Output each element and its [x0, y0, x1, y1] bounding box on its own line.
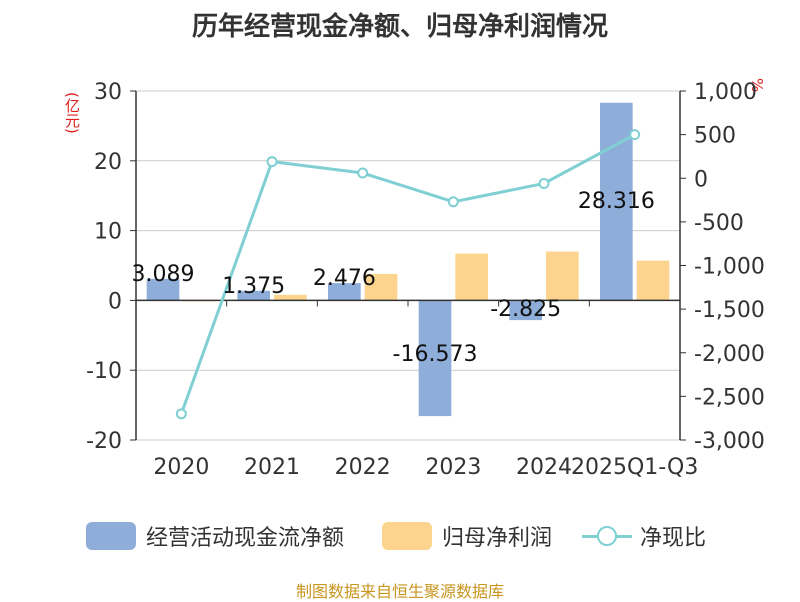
ocf-data-label: 28.316 [578, 189, 655, 214]
legend-label-np: 归母净利润 [442, 526, 553, 551]
legend-swatch-ratio [582, 522, 632, 550]
legend-swatch-ocf [86, 522, 136, 550]
right-tick-label: -1,000 [694, 255, 765, 280]
ocf-data-label: -16.573 [393, 342, 478, 367]
data-source: 制图数据来自恒生聚源数据库 [295, 582, 504, 601]
bar-np [364, 273, 398, 301]
right-tick-label: -1,500 [694, 298, 765, 323]
ocf-data-label: 2.476 [313, 266, 376, 291]
legend-item-np[interactable]: 归母净利润 [382, 516, 552, 556]
ocf-data-label: -2.825 [490, 297, 561, 322]
left-tick-label: 30 [94, 80, 122, 105]
right-tick-label: 0 [694, 167, 708, 192]
bar-np [546, 251, 579, 301]
bar-ocf [600, 102, 633, 301]
right-axis-unit: % [748, 78, 766, 93]
legend-swatch-np [382, 522, 432, 550]
left-axis-unit: (亿元) [63, 92, 81, 134]
x-tick-label: 2023 [425, 455, 481, 480]
ocf-data-label: 1.375 [222, 274, 285, 299]
left-tick-label: -20 [86, 429, 122, 454]
ocf-data-label: 3.089 [132, 262, 195, 287]
legend-item-ocf[interactable]: 经营活动现金流净额 [86, 516, 344, 556]
ratio-point [538, 177, 550, 189]
right-tick-label: 1,000 [694, 80, 757, 105]
bar-ocf [328, 283, 361, 301]
legend-item-ratio[interactable]: 净现比 [582, 516, 706, 556]
left-tick-label: -10 [86, 359, 122, 384]
bar-ocf [509, 300, 542, 321]
combo-chart: 30 20 10 0 -10 -20 1,000 500 0 -500 -1,000 -1,500 -2… [86, 80, 765, 480]
ratio-point [175, 408, 187, 420]
chart-title: 历年经营现金净额、归母净利润情况 [191, 12, 608, 42]
legend: 经营活动现金流净额 归母净利润 净现比 [0, 516, 800, 556]
right-tick-label: -2,500 [694, 385, 765, 410]
right-tick-label: -500 [694, 211, 744, 236]
ratio-line [179, 133, 636, 415]
x-tick-label: 2021 [244, 455, 300, 480]
left-tick-label: 20 [94, 150, 122, 175]
x-tick-label: 2024 [516, 455, 572, 480]
right-tick-label: -3,000 [694, 429, 765, 454]
ratio-point [357, 167, 369, 179]
legend-label-ocf: 经营活动现金流净额 [146, 526, 345, 551]
ratio-point [629, 129, 641, 141]
x-tick-label: 2022 [335, 455, 391, 480]
left-tick-label: 10 [94, 220, 122, 245]
x-tick-label: 2020 [153, 455, 209, 480]
legend-label-ratio: 净现比 [640, 526, 707, 551]
bar-np [636, 260, 670, 301]
right-tick-label: 500 [694, 124, 736, 149]
bar-np [274, 294, 307, 301]
x-tick-label: 2025Q1-Q3 [571, 455, 698, 480]
bar-ocf [418, 300, 452, 417]
bar-ocf [146, 278, 180, 301]
left-tick-label: 0 [108, 289, 122, 314]
ratio-point [447, 196, 459, 208]
bar-ocf [237, 290, 270, 301]
ratio-point [266, 156, 278, 168]
right-tick-label: -2,000 [694, 342, 765, 367]
bar-np [455, 253, 488, 301]
